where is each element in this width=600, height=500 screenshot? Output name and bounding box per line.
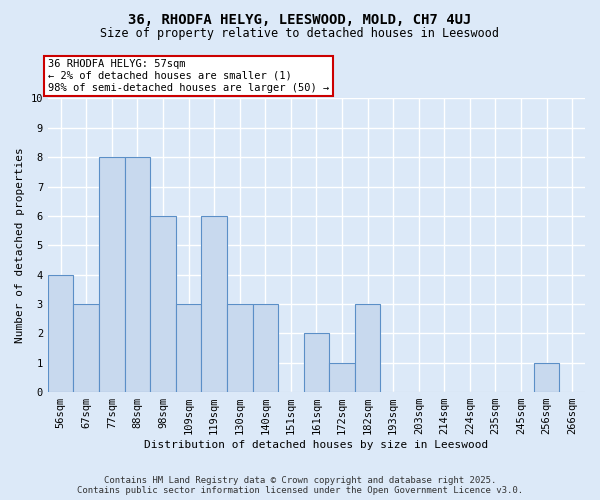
Bar	[150, 216, 176, 392]
Bar	[534, 362, 559, 392]
Bar	[227, 304, 253, 392]
Bar	[329, 362, 355, 392]
Y-axis label: Number of detached properties: Number of detached properties	[15, 148, 25, 343]
Text: 36 RHODFA HELYG: 57sqm
← 2% of detached houses are smaller (1)
98% of semi-detac: 36 RHODFA HELYG: 57sqm ← 2% of detached …	[48, 60, 329, 92]
Text: Contains HM Land Registry data © Crown copyright and database right 2025.
Contai: Contains HM Land Registry data © Crown c…	[77, 476, 523, 495]
Bar	[202, 216, 227, 392]
Bar	[99, 157, 125, 392]
Bar	[125, 157, 150, 392]
Bar	[355, 304, 380, 392]
Text: Size of property relative to detached houses in Leeswood: Size of property relative to detached ho…	[101, 28, 499, 40]
Bar	[304, 334, 329, 392]
Text: 36, RHODFA HELYG, LEESWOOD, MOLD, CH7 4UJ: 36, RHODFA HELYG, LEESWOOD, MOLD, CH7 4U…	[128, 12, 472, 26]
Bar	[176, 304, 202, 392]
Bar	[253, 304, 278, 392]
Bar	[48, 274, 73, 392]
X-axis label: Distribution of detached houses by size in Leeswood: Distribution of detached houses by size …	[145, 440, 488, 450]
Bar	[73, 304, 99, 392]
